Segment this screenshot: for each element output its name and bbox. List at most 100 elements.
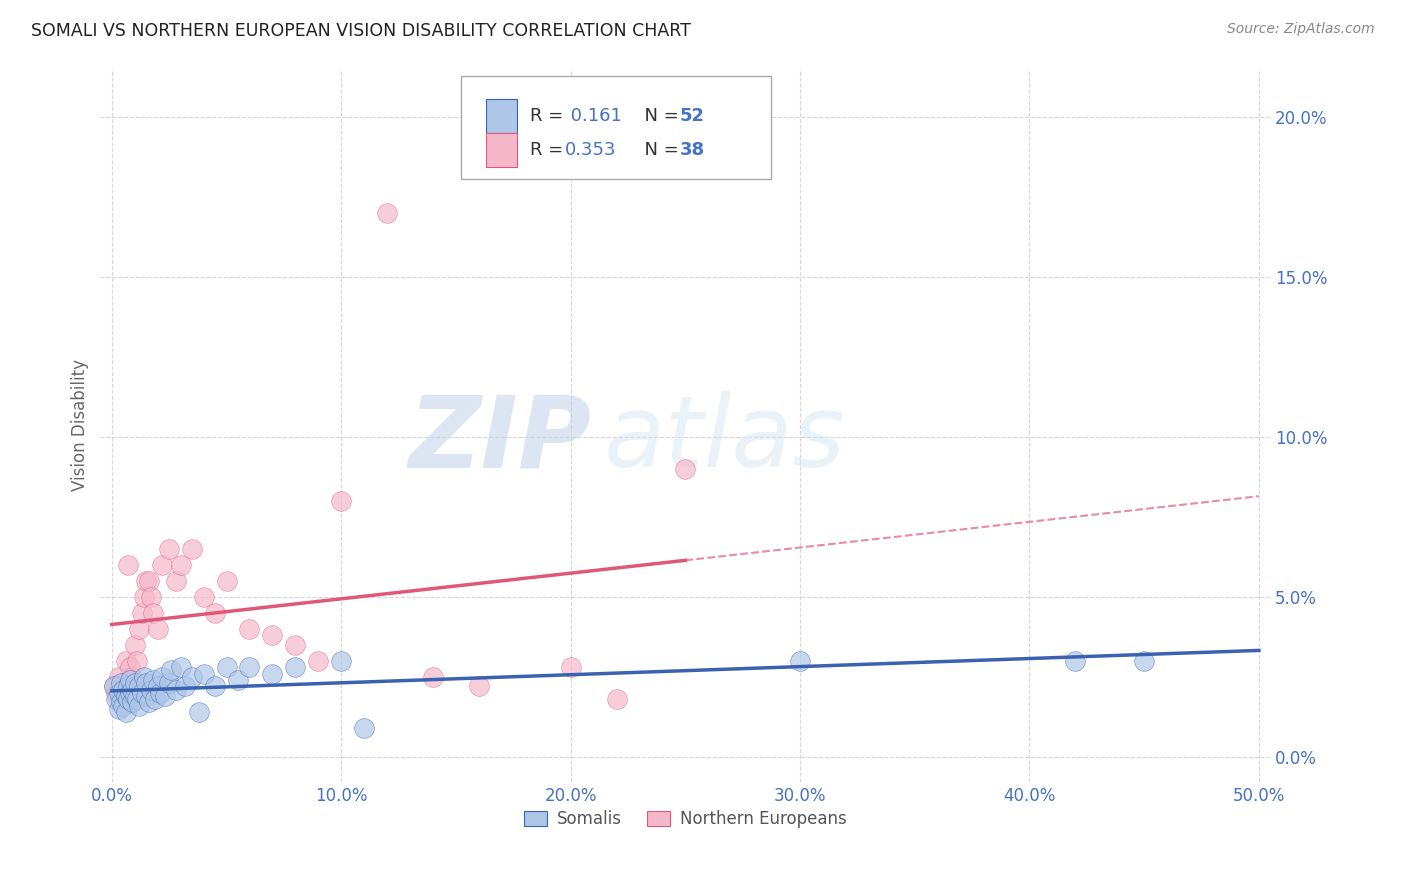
Point: [120, 660, 142, 674]
Point: [117, 679, 139, 693]
Point: [125, 654, 148, 668]
Point: [128, 679, 150, 693]
Point: [560, 660, 582, 674]
Point: [103, 679, 125, 693]
Point: [121, 682, 143, 697]
Point: [169, 660, 191, 674]
Text: 38: 38: [679, 141, 704, 159]
Point: [121, 695, 143, 709]
Text: SOMALI VS NORTHERN EUROPEAN VISION DISABILITY CORRELATION CHART: SOMALI VS NORTHERN EUROPEAN VISION DISAB…: [31, 22, 690, 40]
Legend: Somalis, Northern Europeans: Somalis, Northern Europeans: [517, 804, 853, 835]
Point: [262, 666, 284, 681]
FancyBboxPatch shape: [486, 133, 517, 167]
Point: [103, 679, 125, 693]
Point: [135, 574, 157, 588]
Text: R =: R =: [530, 107, 569, 125]
Point: [142, 673, 165, 687]
Point: [204, 606, 226, 620]
Point: [112, 676, 135, 690]
Point: [105, 692, 128, 706]
Point: [150, 558, 173, 572]
Point: [181, 670, 204, 684]
Point: [112, 682, 135, 697]
Point: [107, 702, 129, 716]
Point: [193, 590, 215, 604]
Point: [174, 679, 197, 693]
Point: [606, 692, 628, 706]
Point: [215, 660, 238, 674]
Point: [149, 686, 172, 700]
Point: [157, 541, 180, 556]
Point: [146, 679, 169, 693]
Point: [375, 205, 398, 219]
Point: [121, 670, 143, 684]
Point: [789, 654, 811, 668]
Text: ZIP: ZIP: [409, 392, 592, 488]
Point: [132, 670, 155, 684]
Point: [131, 686, 153, 700]
Point: [114, 705, 136, 719]
Point: [307, 654, 329, 668]
Point: [160, 663, 183, 677]
Point: [153, 689, 176, 703]
Point: [181, 541, 204, 556]
Point: [112, 698, 135, 713]
Text: N =: N =: [633, 141, 685, 159]
Point: [150, 670, 173, 684]
Point: [128, 622, 150, 636]
Point: [188, 705, 211, 719]
FancyBboxPatch shape: [486, 98, 517, 133]
Point: [330, 654, 353, 668]
Point: [673, 461, 696, 475]
Point: [284, 638, 307, 652]
Point: [120, 686, 142, 700]
Point: [114, 654, 136, 668]
Point: [138, 695, 160, 709]
Point: [124, 638, 146, 652]
Text: atlas: atlas: [603, 392, 845, 488]
Text: 52: 52: [679, 107, 704, 125]
Point: [238, 660, 260, 674]
Point: [107, 670, 129, 684]
Point: [165, 682, 187, 697]
Point: [1064, 654, 1087, 668]
Point: [330, 493, 353, 508]
Y-axis label: Vision Disability: Vision Disability: [72, 359, 89, 491]
Point: [1133, 654, 1156, 668]
Point: [135, 676, 157, 690]
Point: [128, 698, 150, 713]
Point: [238, 622, 260, 636]
Point: [284, 660, 307, 674]
Point: [215, 574, 238, 588]
Point: [139, 682, 162, 697]
Point: [165, 574, 187, 588]
Point: [226, 673, 249, 687]
Point: [139, 590, 162, 604]
Point: [120, 673, 142, 687]
Text: Source: ZipAtlas.com: Source: ZipAtlas.com: [1227, 22, 1375, 37]
Point: [353, 721, 375, 735]
Point: [169, 558, 191, 572]
Point: [145, 692, 167, 706]
Point: [262, 628, 284, 642]
Point: [110, 676, 132, 690]
Point: [125, 692, 148, 706]
Point: [107, 686, 129, 700]
Text: R =: R =: [530, 141, 569, 159]
Point: [124, 676, 146, 690]
Point: [117, 692, 139, 706]
Point: [204, 679, 226, 693]
Point: [146, 622, 169, 636]
Point: [114, 689, 136, 703]
Point: [110, 695, 132, 709]
Point: [422, 670, 444, 684]
Text: 0.161: 0.161: [565, 107, 621, 125]
Point: [193, 666, 215, 681]
Point: [124, 689, 146, 703]
Point: [105, 686, 128, 700]
FancyBboxPatch shape: [461, 76, 770, 179]
Point: [132, 590, 155, 604]
Point: [131, 606, 153, 620]
Text: 0.353: 0.353: [565, 141, 616, 159]
Point: [142, 606, 165, 620]
